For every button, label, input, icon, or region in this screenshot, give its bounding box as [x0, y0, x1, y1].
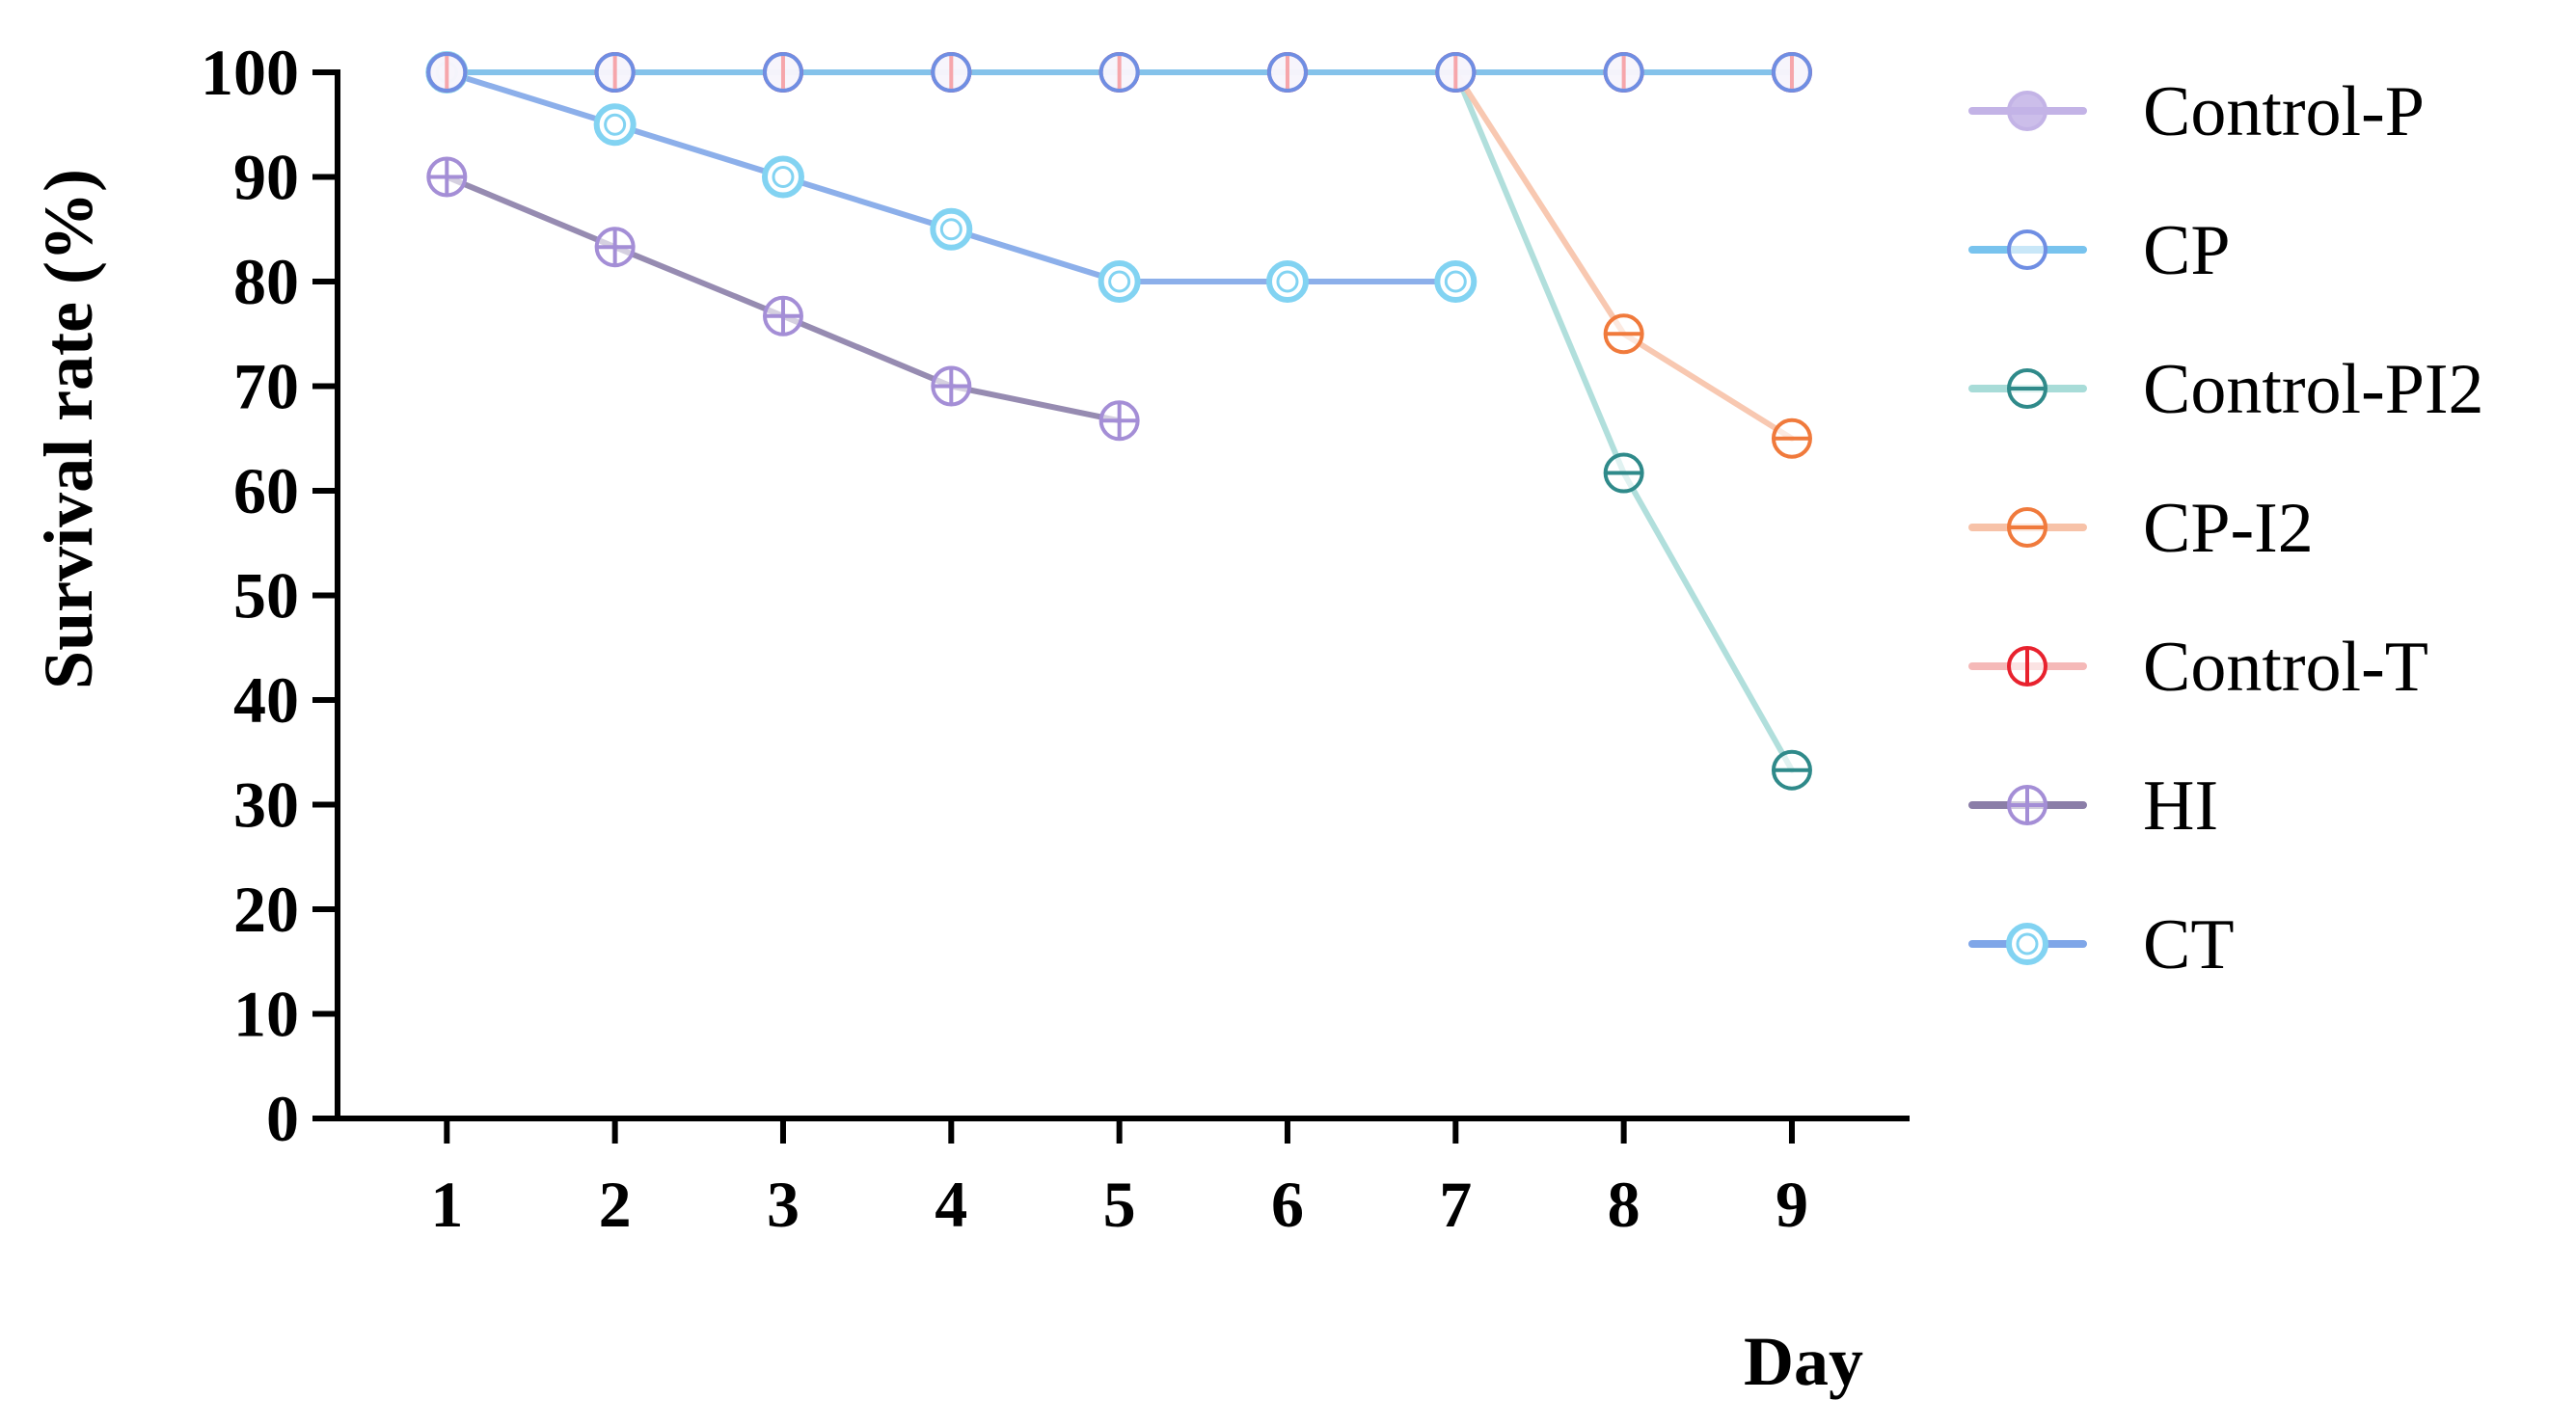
- x-tick-label: 4: [935, 1168, 967, 1241]
- x-tick-label: 7: [1439, 1168, 1472, 1241]
- legend-item-control-p: Control-P: [1968, 72, 2425, 151]
- y-tick-label: 80: [233, 245, 299, 318]
- x-tick-label: 5: [1103, 1168, 1136, 1241]
- legend-marker: [2007, 229, 2047, 270]
- data-point-ct: [1265, 260, 1309, 303]
- x-tick-label: 9: [1776, 1168, 1808, 1241]
- y-tick-label: 100: [201, 36, 299, 109]
- y-axis-title: Survival rate (%): [30, 169, 107, 689]
- data-point-cp: [762, 52, 803, 93]
- data-point-ct: [930, 207, 973, 251]
- legend-marker: [2007, 646, 2047, 687]
- legend-label: Control-PI2: [2143, 350, 2484, 429]
- data-point-cp-i2: [1771, 417, 1812, 459]
- data-point-ct: [1098, 260, 1141, 303]
- data-point-control-pi2: [1771, 749, 1812, 791]
- legend-item-cp: CP: [1968, 211, 2231, 290]
- data-point-cp: [1603, 52, 1644, 93]
- data-point-ct: [761, 155, 804, 199]
- legend-marker: [2007, 785, 2047, 825]
- data-point-cp: [594, 52, 636, 93]
- x-tick-label: 3: [767, 1168, 800, 1241]
- data-point-control-pi2: [1603, 452, 1644, 494]
- x-tick-label: 6: [1271, 1168, 1304, 1241]
- legend-label: Control-P: [2143, 72, 2425, 151]
- data-point-cp: [426, 52, 468, 93]
- y-tick-label: 50: [233, 559, 299, 633]
- legend-item-control-t: Control-T: [1968, 628, 2428, 707]
- series-line-control-pi2: [1452, 69, 1795, 773]
- data-point-hi: [426, 156, 468, 198]
- y-tick-label: 40: [233, 663, 299, 737]
- data-point-cp: [1266, 52, 1308, 93]
- legend-marker: [2007, 507, 2047, 548]
- data-point-cp: [1771, 52, 1812, 93]
- y-tick-label: 60: [233, 454, 299, 527]
- legend-marker: [2006, 923, 2048, 965]
- y-tick-label: 90: [233, 141, 299, 214]
- series-line-cp-i2: [1452, 69, 1795, 442]
- data-point-hi: [1098, 400, 1140, 442]
- x-tick-label: 2: [599, 1168, 632, 1241]
- data-point-ct: [1434, 260, 1478, 303]
- y-tick-label: 20: [233, 873, 299, 946]
- data-point-hi: [931, 365, 972, 407]
- axes: 0 10 20 30 40 50 60 70 80 90 100 1 2 3 4 5 6 7 8 9: [201, 36, 1910, 1241]
- legend-marker: [2007, 91, 2047, 131]
- y-tick-label: 30: [233, 768, 299, 842]
- x-tick-label: 1: [430, 1168, 463, 1241]
- x-tick-label: 8: [1608, 1168, 1641, 1241]
- legend-item-ct: CT: [1968, 905, 2235, 984]
- legend-label: CT: [2143, 905, 2235, 984]
- x-axis-title: Day: [1744, 1323, 1863, 1400]
- data-point-cp: [1098, 52, 1140, 93]
- legend-label: CP: [2143, 211, 2231, 290]
- legend-item-cp-i2: CP-I2: [1968, 489, 2314, 568]
- data-point-hi: [762, 295, 803, 337]
- legend-label: HI: [2143, 767, 2218, 846]
- y-tick-label: 10: [233, 978, 299, 1051]
- legend-marker: [2007, 368, 2047, 409]
- data-point-cp-i2: [1603, 313, 1644, 355]
- y-tick-label: 70: [233, 350, 299, 423]
- legend: Control-P CP Control-PI2 CP-I2 Control-T HI CT: [1968, 72, 2484, 984]
- legend-item-hi: HI: [1968, 767, 2218, 846]
- data-point-cp: [1435, 52, 1477, 93]
- legend-label: CP-I2: [2143, 489, 2314, 568]
- y-tick-label: 0: [266, 1082, 299, 1155]
- data-point-hi: [594, 227, 636, 268]
- legend-item-control-pi2: Control-PI2: [1968, 350, 2484, 429]
- data-point-cp: [931, 52, 972, 93]
- legend-label: Control-T: [2143, 628, 2428, 707]
- data-point-ct: [593, 103, 637, 147]
- series-layer: [425, 51, 1812, 791]
